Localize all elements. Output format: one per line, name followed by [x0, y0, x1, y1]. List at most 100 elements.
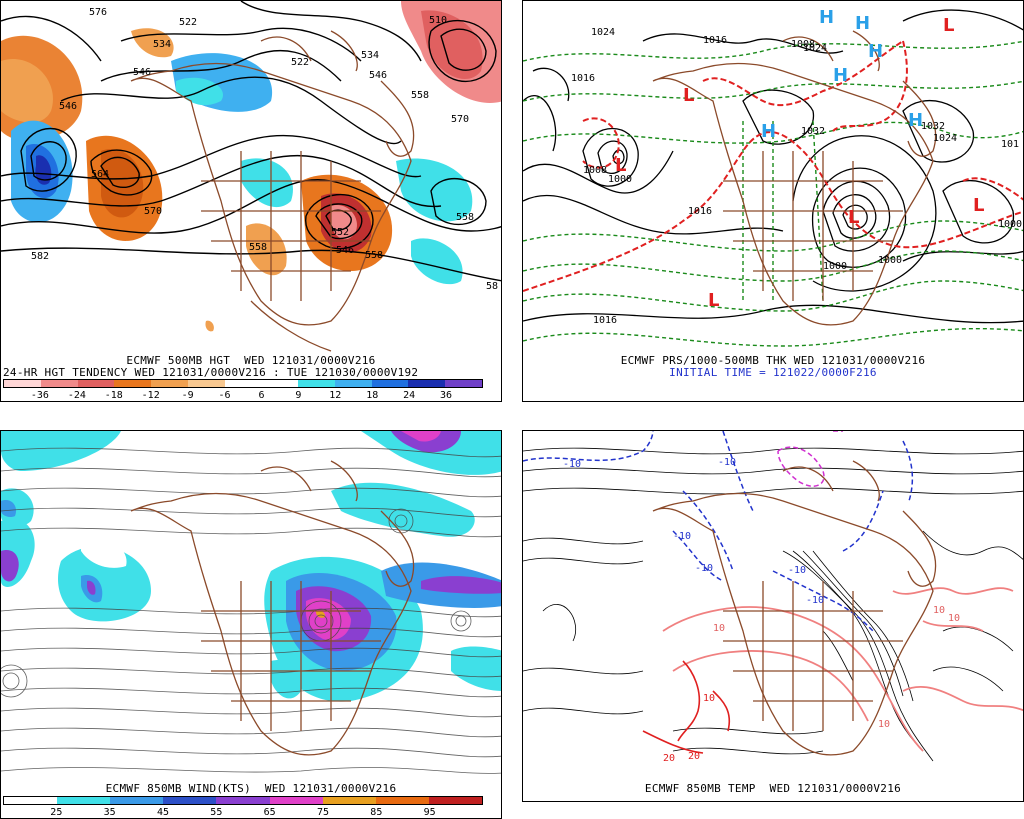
isobar-label: 1032 — [801, 126, 825, 137]
caption-500mb-tendency: 24-HR HGT TENDENCY WED 121031/0000V216 :… — [3, 366, 419, 379]
isotherm-label: 10 — [878, 719, 890, 730]
isotherm-label: 20 — [688, 751, 700, 762]
map-500mb-height: 576 522 534 546 522 510 534 546 558 570 … — [1, 1, 501, 352]
contour-label: 570 — [144, 206, 162, 217]
colorbar-tick-label: 12 — [329, 390, 342, 401]
isotherm-label: 10 — [933, 605, 945, 616]
colorbar-tick-label: -18 — [104, 390, 123, 401]
colorbar-height-tendency — [3, 379, 483, 388]
panel-pressure-thickness: 1024 1016 1008 1024 1032 1000 1032 1024 … — [522, 0, 1024, 402]
caption-prs-thk-title: ECMWF PRS/1000-500MB THK WED 121031/0000… — [620, 354, 926, 367]
colorbar-tick-label: 75 — [316, 807, 330, 818]
high-pressure-symbol: H — [833, 65, 848, 86]
colorbar-tick-label: 95 — [423, 807, 436, 818]
isotherm-label: -10 — [788, 565, 806, 576]
colorbar-swatch — [77, 380, 115, 387]
isobar-label: 1016 — [571, 73, 595, 84]
contour-label: 558 — [456, 212, 474, 223]
isobar-label: 1000 — [823, 261, 847, 272]
isotherm-label: 10 — [713, 623, 725, 634]
isotherm-label: 10 — [703, 693, 715, 704]
isobar-label: 1016 — [703, 35, 727, 46]
colorbar-swatch — [261, 380, 299, 387]
panel-850mb-temp: -10 -10 -10 -10 -10 -10 10 10 10 10 20 2… — [522, 430, 1024, 802]
isotherm-label: -10 — [695, 563, 713, 574]
isobar-label: 1008 — [791, 39, 815, 50]
contour-label: 558 — [249, 242, 267, 253]
isotherm-label: 10 — [948, 613, 960, 624]
colorbar-wind-speed — [3, 796, 483, 805]
low-pressure-symbol: L — [615, 155, 626, 176]
high-pressure-symbol: H — [908, 110, 923, 131]
high-pressure-symbol: H — [855, 13, 870, 34]
colorbar-swatch — [151, 380, 188, 387]
colorbar-tick-label: 65 — [263, 807, 276, 818]
colorbar-swatch — [371, 380, 409, 387]
colorbar-tick-label: 6 — [258, 390, 265, 401]
contour-label: 546 — [59, 101, 77, 112]
colorbar-swatch — [216, 797, 270, 804]
contour-label: 570 — [451, 114, 469, 125]
colorbar-swatch — [40, 380, 78, 387]
colorbar-swatch — [4, 380, 41, 387]
isobar-label: 101 — [1001, 139, 1019, 150]
colorbar-swatch — [57, 797, 111, 804]
map-850mb-temp: -10 -10 -10 -10 -10 -10 10 10 10 10 20 2… — [523, 431, 1023, 764]
colorbar-swatch — [375, 797, 429, 804]
low-pressure-symbol: L — [848, 207, 859, 228]
isobar-label: 1024 — [933, 133, 957, 144]
colorbar-swatch — [322, 797, 376, 804]
low-pressure-symbol: L — [943, 15, 954, 36]
isotherm-label: -10 — [673, 531, 691, 542]
caption-initial-time: INITIAL TIME = 121022/0000F216 — [669, 366, 877, 379]
panel-500mb-height: 576 522 534 546 522 510 534 546 558 570 … — [0, 0, 502, 402]
colorbar-tick-label: -36 — [30, 390, 49, 401]
colorbar-tick-label: 45 — [156, 807, 170, 818]
isobar-label: 1008 — [583, 165, 607, 176]
high-pressure-symbol: H — [868, 41, 883, 62]
isobar-label: 1024 — [803, 43, 827, 54]
colorbar-swatch — [269, 797, 323, 804]
low-pressure-symbol: L — [683, 85, 694, 106]
colorbar-tick-label: -12 — [141, 390, 160, 401]
isobar-label: 1032 — [921, 121, 945, 132]
colorbar-tick-label: 18 — [366, 390, 379, 401]
colorbar-tick-label: 9 — [295, 390, 302, 401]
isobar-label: 1016 — [593, 315, 617, 326]
high-pressure-symbol: H — [761, 121, 776, 142]
isobar-label: 1000 — [608, 174, 632, 185]
caption-500mb-title: ECMWF 500MB HGT WED 121031/0000V216 — [126, 354, 376, 367]
colorbar-swatch — [114, 380, 152, 387]
contour-label: 564 — [91, 169, 109, 180]
map-850mb-wind — [1, 431, 501, 774]
contour-label: 582 — [31, 251, 49, 262]
colorbar-swatch — [187, 380, 225, 387]
isotherm-label: -10 — [718, 457, 736, 468]
contour-label: 522 — [179, 17, 197, 28]
colorbar-tick-label: 55 — [210, 807, 223, 818]
contour-label: 58 — [486, 281, 498, 292]
contour-label: 558 — [411, 90, 429, 101]
colorbar-swatch — [428, 797, 482, 804]
caption-850mb-temp-title: ECMWF 850MB TEMP WED 121031/0000V216 — [644, 782, 902, 795]
contour-label: 552 — [331, 227, 349, 238]
contour-label: 546 — [133, 67, 151, 78]
isotherm-label: -10 — [806, 595, 824, 606]
colorbar-tick-label: 36 — [440, 390, 453, 401]
colorbar-tick-label: 35 — [103, 807, 116, 818]
colorbar-tick-label: -24 — [67, 390, 86, 401]
colorbar-tick-label: -9 — [181, 390, 194, 401]
isotherm-label: -10 — [563, 459, 581, 470]
isobar-label: 1000 — [878, 255, 902, 266]
contour-label: 576 — [89, 7, 107, 18]
colorbar-swatch — [110, 797, 164, 804]
isobar-label: 1024 — [591, 27, 615, 38]
low-pressure-symbol: L — [708, 290, 719, 311]
contour-label: 546 — [369, 70, 387, 81]
colorbar-ticks-tendency: -36 -24 -18 -12 -9 -6 6 9 12 18 24 36 — [3, 390, 483, 401]
contour-label: 558 — [365, 250, 383, 261]
colorbar-tick-label: -6 — [218, 390, 231, 401]
low-pressure-symbol: L — [973, 195, 984, 216]
isobar-label: 1000 — [998, 219, 1022, 230]
high-pressure-symbol: H — [819, 7, 834, 28]
